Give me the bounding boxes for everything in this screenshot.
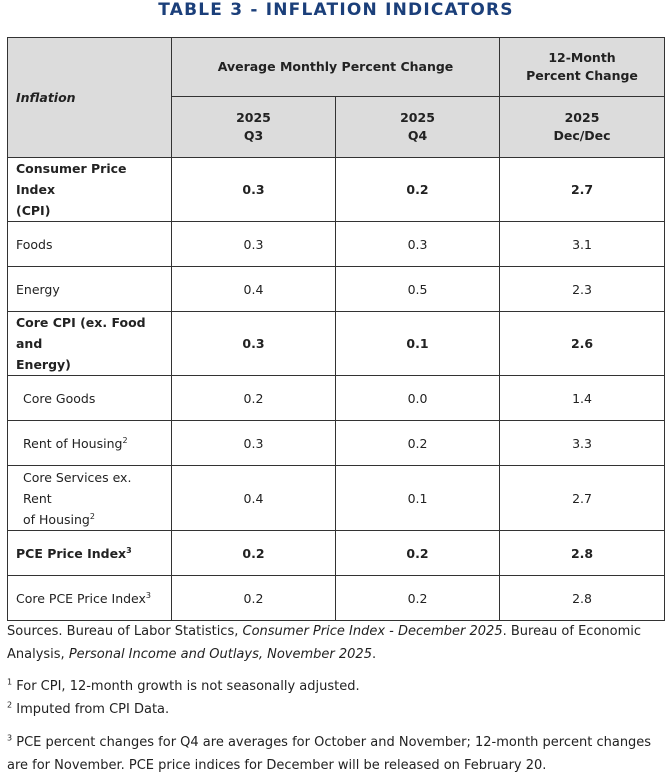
- table-header: Inflation Average Monthly Percent Change…: [7, 37, 666, 158]
- cell-q4: 0.3: [334, 221, 501, 267]
- table-body: Consumer Price Index (CPI) 0.3 0.2 2.7 Fo…: [7, 157, 666, 621]
- footnote-1-text: For CPI, 12-month growth is not seasonal…: [16, 679, 360, 694]
- row-label: PCE Price Index3: [7, 530, 172, 576]
- row-label-text: PCE Price Index: [16, 545, 127, 561]
- cell-dec: 3.3: [499, 420, 666, 466]
- row-label: Energy: [7, 266, 172, 312]
- row-label-text: Core PCE Price Index: [16, 590, 146, 606]
- table-row-core-cpi: Core CPI (ex. Food and Energy) 0.3 0.1 2.…: [7, 311, 666, 376]
- row-label: Rent of Housing2: [7, 420, 172, 466]
- row-label-text-2: of Housing: [23, 511, 90, 527]
- cell-q4: 0.0: [334, 375, 501, 421]
- sources-mid: . Bureau of Economic Analysis,: [7, 624, 642, 662]
- cell-dec: 2.8: [499, 530, 666, 576]
- cell-q3: 0.2: [171, 375, 336, 421]
- sources-prefix: Sources. Bureau of Labor Statistics,: [7, 624, 243, 639]
- cell-dec: 2.8: [499, 575, 666, 621]
- cell-q4: 0.2: [334, 420, 501, 466]
- cell-q4: 0.1: [334, 311, 501, 376]
- cell-q4: 0.5: [334, 266, 501, 312]
- footnote-marker: 3: [145, 590, 152, 600]
- footnote-2-text: Imputed from CPI Data.: [16, 702, 170, 717]
- cell-q4: 0.1: [334, 465, 501, 531]
- table-row-cpi: Consumer Price Index (CPI) 0.3 0.2 2.7: [7, 157, 666, 222]
- header-q3-period: Q3: [243, 128, 264, 143]
- cell-q4: 0.2: [334, 157, 501, 222]
- table-row-core-services: Core Services ex. Rent of Housing2 0.4 0.…: [7, 465, 666, 531]
- header-q4: 2025 Q4: [334, 96, 501, 158]
- table-row-core-pce: Core PCE Price Index3 0.2 0.2 2.8: [7, 575, 666, 621]
- table-row-core-goods: Core Goods 0.2 0.0 1.4: [7, 375, 666, 421]
- sources-note: Sources. Bureau of Labor Statistics, Con…: [7, 620, 662, 666]
- row-label: Core Services ex. Rent of Housing2: [7, 465, 172, 531]
- sources-cpi-title: Consumer Price Index - December 2025: [242, 624, 503, 639]
- row-label-text-2: Energy): [16, 357, 71, 372]
- cell-q3: 0.4: [171, 465, 336, 531]
- row-label: Core Goods: [7, 375, 172, 421]
- header-12month-line2: Percent Change: [526, 68, 638, 83]
- footnote-marker: 2: [122, 435, 128, 445]
- cell-q3: 0.3: [171, 157, 336, 222]
- row-header-inflation: Inflation: [7, 37, 172, 158]
- cell-q3: 0.2: [171, 530, 336, 576]
- table-row-energy: Energy 0.4 0.5 2.3: [7, 266, 666, 312]
- row-label-text: Core CPI (ex. Food and: [16, 315, 146, 351]
- table-row-pce: PCE Price Index3 0.2 0.2 2.8: [7, 530, 666, 576]
- cell-dec: 2.7: [499, 157, 666, 222]
- cell-q4: 0.2: [334, 575, 501, 621]
- row-label-text: Core Services ex. Rent: [23, 469, 132, 506]
- cell-q3: 0.3: [171, 221, 336, 267]
- cell-dec: 2.6: [499, 311, 666, 376]
- cell-dec: 1.4: [499, 375, 666, 421]
- cell-dec: 2.7: [499, 465, 666, 531]
- footnote-3-text: PCE percent changes for Q4 are averages …: [7, 735, 652, 773]
- row-label: Consumer Price Index (CPI): [7, 157, 172, 222]
- row-label-text: Foods: [16, 236, 53, 252]
- footnote-1: 1 For CPI, 12-month growth is not season…: [7, 675, 662, 698]
- footnote-marker: 3: [126, 545, 132, 555]
- header-12month-line1: 12-Month: [548, 50, 616, 65]
- footnote-2: 2 Imputed from CPI Data.: [7, 698, 662, 721]
- header-q3-year: 2025: [236, 110, 271, 125]
- row-label: Foods: [7, 221, 172, 267]
- row-label-text: Consumer Price Index: [16, 161, 127, 197]
- header-dec-period: Dec/Dec: [553, 128, 611, 143]
- row-label: Core PCE Price Index3: [7, 575, 172, 621]
- row-label-text: Core Goods: [23, 390, 96, 406]
- row-label-text-2: (CPI): [16, 203, 51, 218]
- footnote-3-marker: 3: [7, 733, 13, 743]
- sources-pce-title: Personal Income and Outlays, November 20…: [68, 647, 372, 662]
- cell-dec: 3.1: [499, 221, 666, 267]
- header-q3: 2025 Q3: [171, 96, 336, 158]
- header-dec: 2025 Dec/Dec: [499, 96, 666, 158]
- table-title: TABLE 3 - INFLATION INDICATORS: [158, 0, 514, 20]
- footnote-1-marker: 1: [7, 677, 13, 687]
- header-dec-year: 2025: [564, 110, 600, 125]
- row-label-text: Rent of Housing: [23, 435, 123, 451]
- cell-q3: 0.4: [171, 266, 336, 312]
- table-row-rent-of-housing: Rent of Housing2 0.3 0.2 3.3: [7, 420, 666, 466]
- cell-q3: 0.3: [171, 311, 336, 376]
- inflation-table: Inflation Average Monthly Percent Change…: [7, 37, 666, 621]
- row-label-text: Energy: [16, 281, 60, 297]
- cell-q3: 0.3: [171, 420, 336, 466]
- footnote-marker: 2: [89, 511, 95, 521]
- table-row-foods: Foods 0.3 0.3 3.1: [7, 221, 666, 267]
- header-monthly-group: Average Monthly Percent Change: [170, 37, 501, 97]
- footnote-3: 3 PCE percent changes for Q4 are average…: [7, 731, 662, 777]
- header-q4-period: Q4: [407, 128, 428, 143]
- cell-q3: 0.2: [171, 575, 336, 621]
- footnote-2-marker: 2: [7, 700, 13, 710]
- cell-dec: 2.3: [499, 266, 666, 312]
- header-12month-group: 12-Month Percent Change: [499, 37, 666, 97]
- cell-q4: 0.2: [334, 530, 501, 576]
- header-q4-year: 2025: [400, 110, 435, 125]
- sources-end: .: [371, 647, 377, 662]
- row-label: Core CPI (ex. Food and Energy): [7, 311, 172, 376]
